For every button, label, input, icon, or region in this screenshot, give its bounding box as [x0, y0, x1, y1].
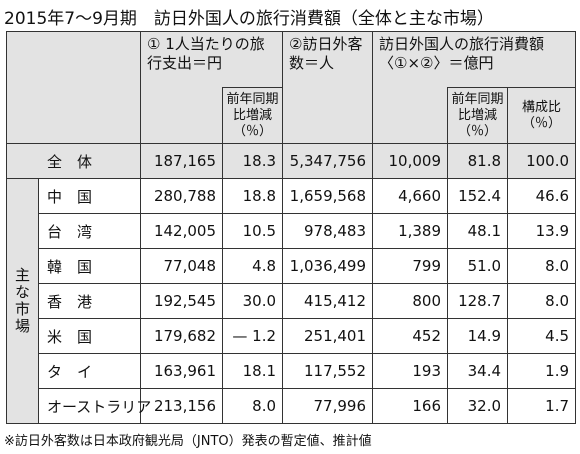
data-row: タ イ 163,961 18.1 117,552 193 34.4 1.9 — [7, 353, 577, 389]
cell: 117,552 — [282, 353, 374, 389]
row-label: 韓 国 — [38, 248, 141, 284]
cell: 1,389 — [372, 213, 449, 249]
data-row: オーストラリア 213,156 8.0 77,996 166 32.0 1.7 — [7, 388, 577, 424]
cell: 34.4 — [447, 353, 509, 389]
title: 2015年7～9月期 訪日外国人の旅行消費額（全体と主な市場） — [4, 9, 494, 29]
header-cell: ① 1人当たりの旅行支出＝円 — [139, 31, 284, 88]
cell: 1.7 — [507, 388, 577, 424]
cell: 213,156 — [140, 388, 223, 424]
cell: 142,005 — [140, 213, 223, 249]
cell: 4,660 — [372, 178, 449, 214]
row-label: タ イ — [38, 353, 141, 389]
cell: 8.0 — [221, 388, 284, 424]
data-row: 韓 国 77,048 4.8 1,036,499 799 51.0 8.0 — [7, 248, 577, 284]
cell: 1,659,568 — [282, 178, 374, 214]
cell: 32.0 — [447, 388, 509, 424]
data-row: 台 湾 142,005 10.5 978,483 1,389 48.1 13.9 — [7, 213, 577, 249]
cell: 51.0 — [447, 248, 509, 284]
cell: 10,009 — [372, 143, 449, 179]
cell: 179,682 — [140, 318, 223, 354]
cell: 10.5 — [221, 213, 284, 249]
cell: 251,401 — [282, 318, 374, 354]
row-label: 香 港 — [38, 283, 141, 319]
data-row: 主な市場中 国 280,788 18.8 1,659,568 4,660 152.4 46.… — [6, 178, 577, 424]
header-cell: 前年同期比増減（％） — [221, 87, 284, 144]
cell: 48.1 — [447, 213, 509, 249]
cell: — 1.2 — [221, 318, 284, 354]
cell: 192,545 — [140, 283, 223, 319]
cell: 280,788 — [140, 178, 223, 214]
cell: 978,483 — [282, 213, 374, 249]
data-row: 香 港 192,545 30.0 415,412 800 128.7 8.0 — [7, 283, 577, 319]
cell: 13.9 — [507, 213, 577, 249]
cell: 18.8 — [221, 178, 284, 214]
cell: 30.0 — [221, 283, 284, 319]
cell: 799 — [372, 248, 449, 284]
row-label: 台 湾 — [38, 213, 141, 249]
header-cell: 前年同期比増減（％） — [447, 87, 509, 144]
cell: 77,048 — [140, 248, 223, 284]
cell: 14.9 — [447, 318, 509, 354]
cell: 415,412 — [282, 283, 374, 319]
group-label: 主な市場 — [6, 178, 39, 424]
cell: 8.0 — [507, 248, 577, 284]
cell: 1,036,499 — [282, 248, 374, 284]
cell: 5,347,756 — [282, 143, 374, 179]
header-cell: 構成比（％） — [507, 87, 577, 144]
row-label: オーストラリア — [38, 388, 151, 424]
cell: 193 — [372, 353, 449, 389]
cell: 187,165 — [140, 143, 223, 179]
cell: 18.3 — [221, 143, 284, 179]
cell: 81.8 — [447, 143, 509, 179]
row-label: 中 国 — [38, 178, 141, 214]
cell: 128.7 — [447, 283, 509, 319]
cell: 4.8 — [221, 248, 284, 284]
header-cell: 訪日外国人の旅行消費額〈①×②〉＝億円 — [372, 31, 577, 88]
cell: 1.9 — [507, 353, 577, 389]
row-label: 全 体 — [6, 143, 141, 179]
cell: 18.1 — [221, 353, 284, 389]
cell: 77,996 — [282, 388, 374, 424]
cell: 46.6 — [507, 178, 577, 214]
row-label: 米 国 — [38, 318, 141, 354]
corner — [6, 31, 141, 144]
cell: 100.0 — [507, 143, 577, 179]
cell: 452 — [372, 318, 449, 354]
total-row: 全 体 187,165 18.3 5,347,756 10,009 81.8 100.0 — [6, 143, 577, 179]
cell: 4.5 — [507, 318, 577, 354]
data-table: ① 1人当たりの旅行支出＝円 ②訪日外客数＝人 訪日外国人の旅行消費額〈①×②〉… — [6, 31, 577, 424]
data-row: 米 国 179,682— 1.2 251,401 452 14.9 4.5 — [7, 318, 577, 354]
cell: 800 — [372, 283, 449, 319]
cell: 166 — [372, 388, 449, 424]
cell: 163,961 — [140, 353, 223, 389]
cell: 152.4 — [447, 178, 509, 214]
footnote: ※訪日外客数は日本政府観光局（JNTO）発表の暫定値、推計値 — [4, 434, 372, 449]
blank — [140, 87, 223, 144]
header-cell: ②訪日外客数＝人 — [282, 31, 374, 144]
cell: 8.0 — [507, 283, 577, 319]
blank — [372, 87, 449, 144]
